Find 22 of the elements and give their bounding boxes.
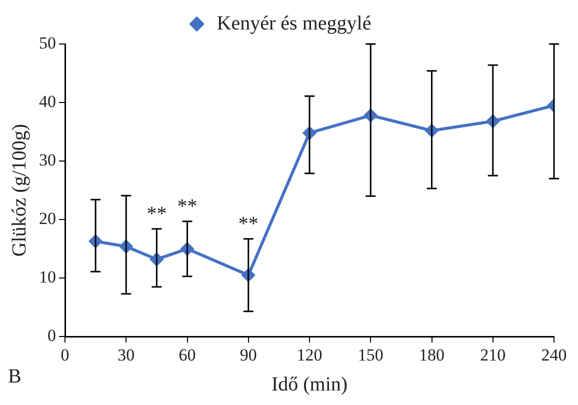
x-tick-label: 210 [480, 345, 506, 364]
x-tick-label: 30 [118, 345, 135, 364]
x-tick-label: 90 [240, 345, 257, 364]
x-axis-title: Idő (min) [271, 373, 348, 396]
x-tick-label: 240 [541, 345, 567, 364]
x-tick-label: 150 [358, 345, 384, 364]
annotation: ** [177, 196, 198, 218]
x-tick-label: 0 [60, 345, 70, 364]
x-tick-label: 60 [178, 345, 196, 364]
y-tick-label: 10 [39, 268, 56, 287]
text: B [8, 365, 22, 388]
y-tick-label: 50 [39, 33, 56, 52]
y-tick-label: 20 [39, 209, 56, 228]
y-tick-label: 40 [39, 92, 56, 111]
annotation: ** [146, 203, 167, 226]
annotation: ** [238, 213, 258, 236]
y-tick-label: 0 [48, 326, 56, 346]
x-tick-label: 180 [419, 345, 444, 364]
x-tick-label: 120 [296, 345, 322, 364]
y-tick-label: 30 [39, 150, 56, 170]
legend-label: Kenyér és meggylé [216, 12, 372, 34]
y-axis-title: Glükóz (g/100g) [8, 124, 30, 257]
